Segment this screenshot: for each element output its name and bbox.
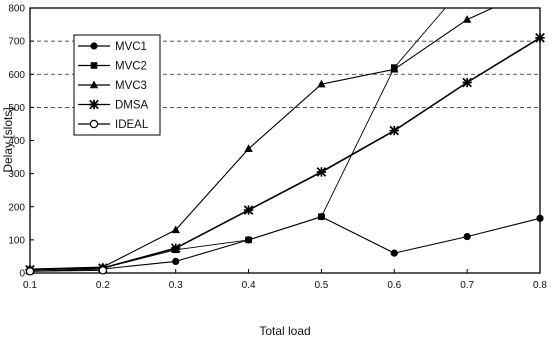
series-line-ideal bbox=[29, 269, 103, 272]
x-tick-label: 0.3 bbox=[169, 280, 183, 291]
data-point-mvc3 bbox=[317, 79, 326, 88]
data-point-mvc3 bbox=[244, 144, 253, 152]
legend-label-ideal: IDEAL bbox=[115, 119, 149, 131]
y-tick-label: 800 bbox=[8, 4, 25, 15]
y-tick-label: 200 bbox=[8, 202, 25, 213]
series-line-dmsa bbox=[29, 37, 541, 271]
y-tick-label: 500 bbox=[8, 103, 25, 114]
data-point-dmsa bbox=[535, 33, 545, 43]
data-point-dmsa bbox=[243, 205, 254, 215]
series-dmsa bbox=[25, 33, 545, 275]
data-point-mvc1 bbox=[463, 232, 471, 241]
legend-item-mvc1: MVC1 bbox=[78, 41, 147, 53]
data-point-ideal bbox=[98, 266, 108, 275]
legend-marker-dmsa bbox=[89, 99, 99, 110]
y-tick-label: 400 bbox=[8, 136, 25, 147]
x-tick-label: 0.2 bbox=[96, 280, 110, 291]
data-point-dmsa bbox=[389, 125, 400, 136]
data-point-mvc1 bbox=[172, 257, 180, 266]
legend-item-mvc2: MVC2 bbox=[78, 61, 147, 73]
data-point-mvc2 bbox=[318, 213, 325, 220]
legend-item-mvc3: MVC3 bbox=[78, 80, 147, 92]
x-tick-label: 0.6 bbox=[387, 280, 401, 291]
series-line-mvc1 bbox=[29, 216, 541, 272]
data-point-dmsa bbox=[316, 167, 327, 177]
data-point-mvc1 bbox=[536, 214, 544, 222]
x-tick-label: 0.8 bbox=[533, 280, 547, 291]
data-point-dmsa bbox=[462, 77, 472, 88]
legend-label-mvc2: MVC2 bbox=[115, 61, 147, 73]
y-tick-label: 600 bbox=[8, 70, 25, 81]
legend: MVC1 MVC2 MVC3 DMSA IDEAL bbox=[73, 34, 161, 136]
y-tick-label: 700 bbox=[8, 37, 25, 48]
y-tick-label: 0 bbox=[19, 269, 25, 280]
y-tick-label: 100 bbox=[8, 235, 25, 246]
x-tick-label: 0.4 bbox=[242, 280, 256, 291]
data-point-mvc3 bbox=[462, 15, 472, 23]
data-point-mvc2 bbox=[245, 236, 252, 244]
legend-marker-mvc1 bbox=[90, 42, 98, 50]
x-tick-label: 0.1 bbox=[23, 280, 37, 291]
legend-label-dmsa: DMSA bbox=[115, 100, 149, 112]
legend-item-dmsa: DMSA bbox=[78, 100, 149, 112]
series-line-mvc3 bbox=[29, 7, 493, 270]
series-ideal bbox=[25, 266, 108, 276]
x-axis-ticks: 0.1 0.2 0.3 0.4 0.5 0.6 0.7 0.8 bbox=[23, 269, 547, 291]
legend-marker-mvc3 bbox=[89, 80, 99, 89]
data-point-ideal bbox=[25, 267, 35, 276]
x-tick-label: 0.5 bbox=[314, 280, 328, 291]
legend-marker-mvc2 bbox=[90, 62, 98, 69]
data-point-dmsa bbox=[170, 243, 181, 253]
series-layer bbox=[25, 7, 545, 276]
data-point-mvc3 bbox=[171, 225, 180, 234]
legend-label-mvc1: MVC1 bbox=[115, 41, 147, 53]
y-tick-label: 300 bbox=[8, 169, 25, 180]
data-point-mvc3 bbox=[390, 64, 399, 73]
data-point-mvc1 bbox=[390, 249, 398, 257]
x-tick-label: 0.7 bbox=[460, 280, 474, 291]
x-axis-title: Total load bbox=[259, 324, 310, 338]
legend-marker-ideal bbox=[89, 119, 99, 129]
y-axis-title: Delay [slots] bbox=[1, 107, 15, 172]
y-axis-ticks: 0 100 200 300 400 500 600 700 800 bbox=[8, 4, 34, 280]
legend-label-mvc3: MVC3 bbox=[115, 80, 147, 92]
legend-item-ideal: IDEAL bbox=[78, 119, 149, 131]
